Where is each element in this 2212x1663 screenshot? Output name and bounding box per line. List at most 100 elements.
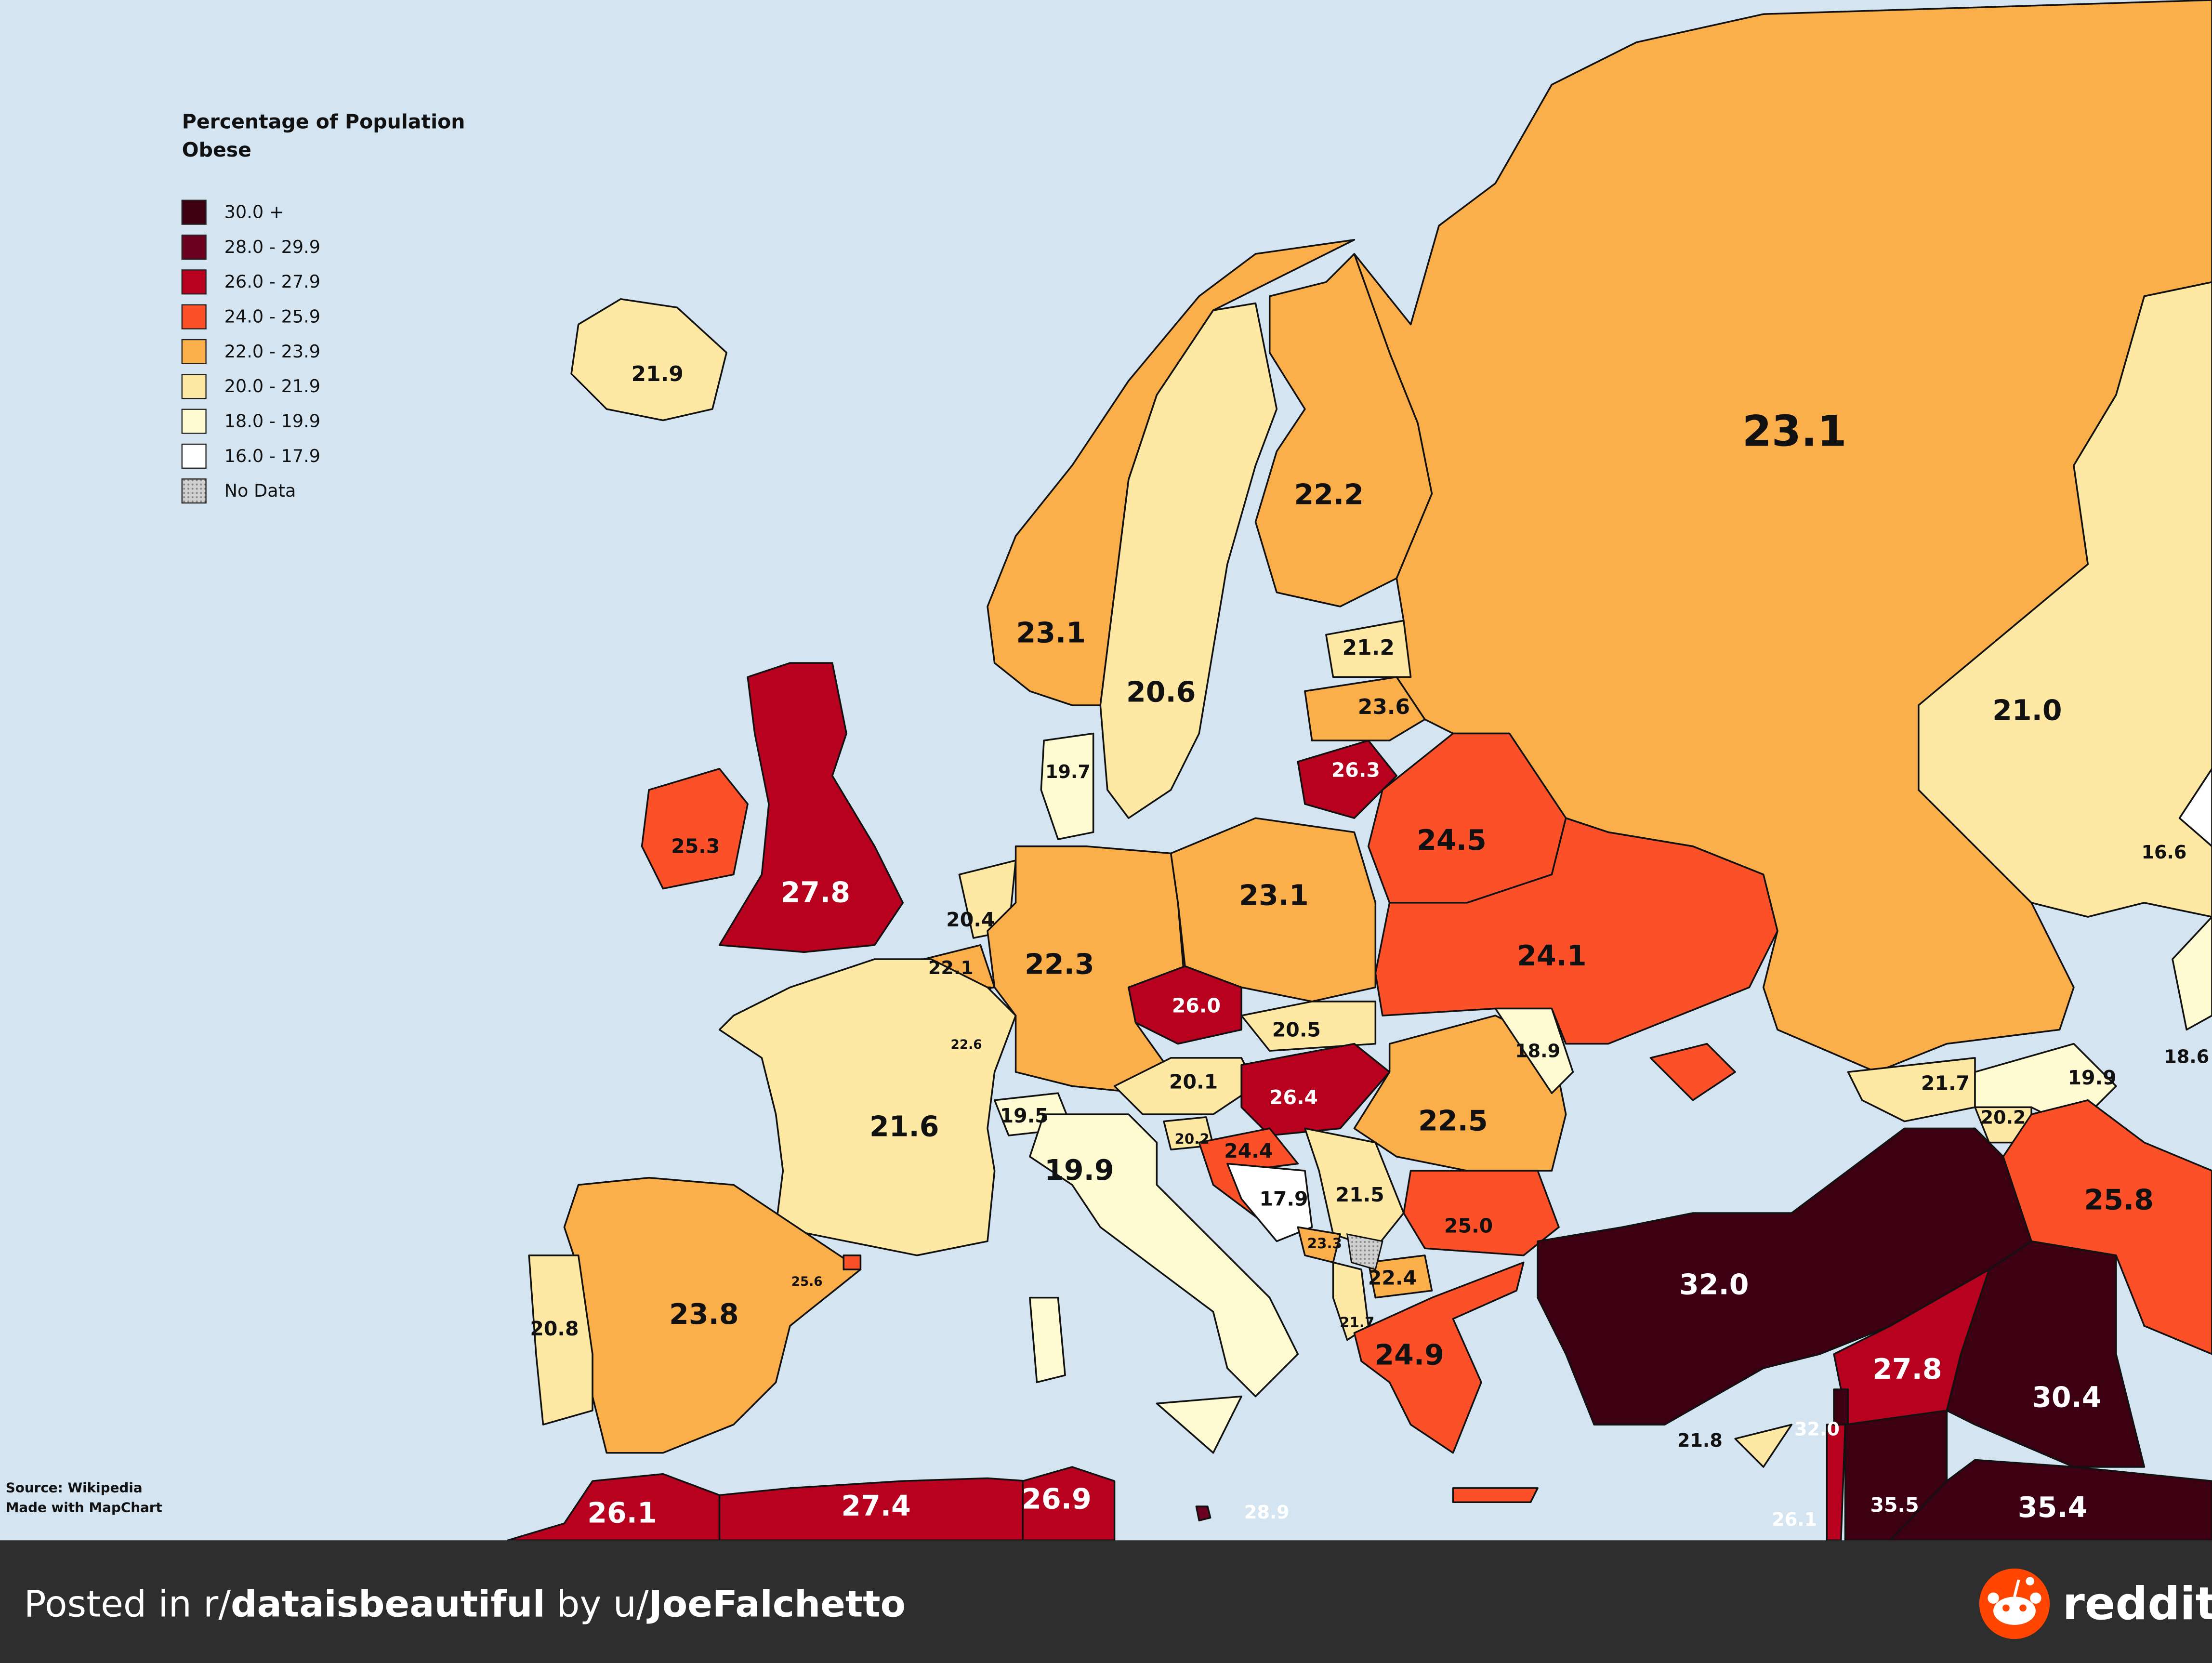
region-label: 27.4 [841,1490,910,1522]
region [718,662,904,953]
region-label: 24.9 [1374,1339,1444,1372]
region-label: 22.4 [1368,1267,1417,1290]
username[interactable]: JoeFalchetto [646,1582,906,1625]
region [1099,302,1278,819]
region [1826,1424,1846,1542]
region-label: 22.3 [1025,948,1094,981]
region-label: 21.8 [1677,1430,1723,1451]
legend-title: Percentage of Population [182,110,465,133]
footer-text: Posted in r/dataisbeautiful by u/JoeFalch… [24,1582,906,1625]
region-label: 16.6 [2141,842,2186,863]
region [2172,916,2212,1031]
region [1374,817,1778,1045]
region-label: 27.8 [1872,1353,1942,1386]
region-label: 25.3 [671,835,720,858]
region [1226,1162,1313,1242]
region-label: 23.6 [1358,695,1410,719]
legend-swatch [181,443,207,469]
legend-label: 16.0 - 17.9 [224,446,320,466]
source: Made with MapChart [6,1500,162,1516]
region [1325,620,1412,678]
region-label: 21.6 [869,1110,939,1143]
region-label: 28.9 [1244,1502,1290,1523]
region-label: 20.2 [1981,1107,2026,1128]
reddit-logo[interactable] [1979,1568,2050,1639]
region-label: 27.8 [780,876,850,909]
region-label: 30.4 [2032,1381,2101,1414]
region-label: 25.6 [791,1275,823,1289]
footer-prefix: Posted in r/ [24,1582,231,1625]
region-label: 26.1 [587,1497,657,1530]
region [1353,1261,1525,1454]
region-label: 32.0 [1794,1418,1840,1439]
region [1128,965,1242,1045]
region-label: 20.2 [1175,1131,1210,1147]
region-label: 22.5 [1418,1105,1488,1137]
region-label: 23.1 [1742,407,1847,456]
region-label: 25.8 [2084,1184,2153,1216]
legend-label: 20.0 - 21.9 [224,376,320,396]
region-label: 17.9 [1259,1188,1308,1211]
region-label: 19.7 [1045,761,1091,782]
region [1022,1466,1116,1542]
region-label: 21.5 [1336,1183,1384,1206]
region-label: 21.7 [1340,1314,1374,1331]
legend-swatch [181,478,207,504]
region [1734,1424,1793,1468]
region [641,767,749,890]
region-label: 19.5 [1000,1104,1049,1127]
region-label: 21.9 [632,362,684,386]
region-label: 21.0 [1992,694,2062,727]
region [1040,732,1094,840]
region-label: 20.8 [530,1317,579,1340]
region [2002,1099,2212,1355]
region-label: 25.0 [1444,1214,1493,1237]
region [1403,1170,1560,1256]
region [718,958,1017,1256]
region-label: 18.9 [1515,1041,1560,1062]
legend-label: 26.0 - 27.9 [224,271,320,292]
legend-swatch [181,374,207,399]
region [1494,1007,1574,1094]
region-label: 35.5 [1870,1493,1919,1517]
region-label: 20.5 [1272,1018,1321,1041]
legend-swatch [181,304,207,330]
legend-swatch [181,269,207,295]
region [1240,1001,1377,1052]
region [570,298,727,422]
legend-label: No Data [224,480,296,501]
region-label: 22.6 [951,1038,982,1052]
region-label: 26.1 [1772,1509,1817,1530]
region-label: 20.6 [1126,676,1196,709]
legend-label: 30.0 + [224,202,284,223]
region-label: 18.6 [2164,1046,2209,1067]
region [1847,1057,1976,1122]
region-label: 20.4 [946,908,995,931]
region-label: 23.8 [669,1298,738,1331]
region [1304,676,1426,741]
legend-swatch [181,234,207,260]
region [1195,1505,1211,1522]
subreddit[interactable]: dataisbeautiful [231,1582,545,1625]
region-label: 26.0 [1172,994,1221,1017]
region [1029,1296,1066,1384]
region [843,1254,862,1270]
region [1240,1043,1391,1136]
region [528,1254,593,1425]
region [1156,1395,1242,1454]
legend: Percentage of Population Obese 30.0 + 28.… [181,110,465,504]
region [1946,1240,2146,1468]
region [1367,1254,1433,1299]
region-label: 24.4 [1224,1139,1273,1162]
region-label: 24.1 [1517,939,1586,972]
region-label: 26.9 [1022,1482,1091,1515]
region-label: 23.3 [1307,1235,1342,1252]
legend-label: 18.0 - 19.9 [224,411,320,432]
footer-bar [0,1540,2212,1663]
legend-label: 28.0 - 29.9 [224,237,320,257]
region-label: 21.7 [1921,1072,1970,1095]
legend-swatch [181,409,207,434]
region [2178,767,2212,847]
source: Source: Wikipedia [6,1480,143,1496]
